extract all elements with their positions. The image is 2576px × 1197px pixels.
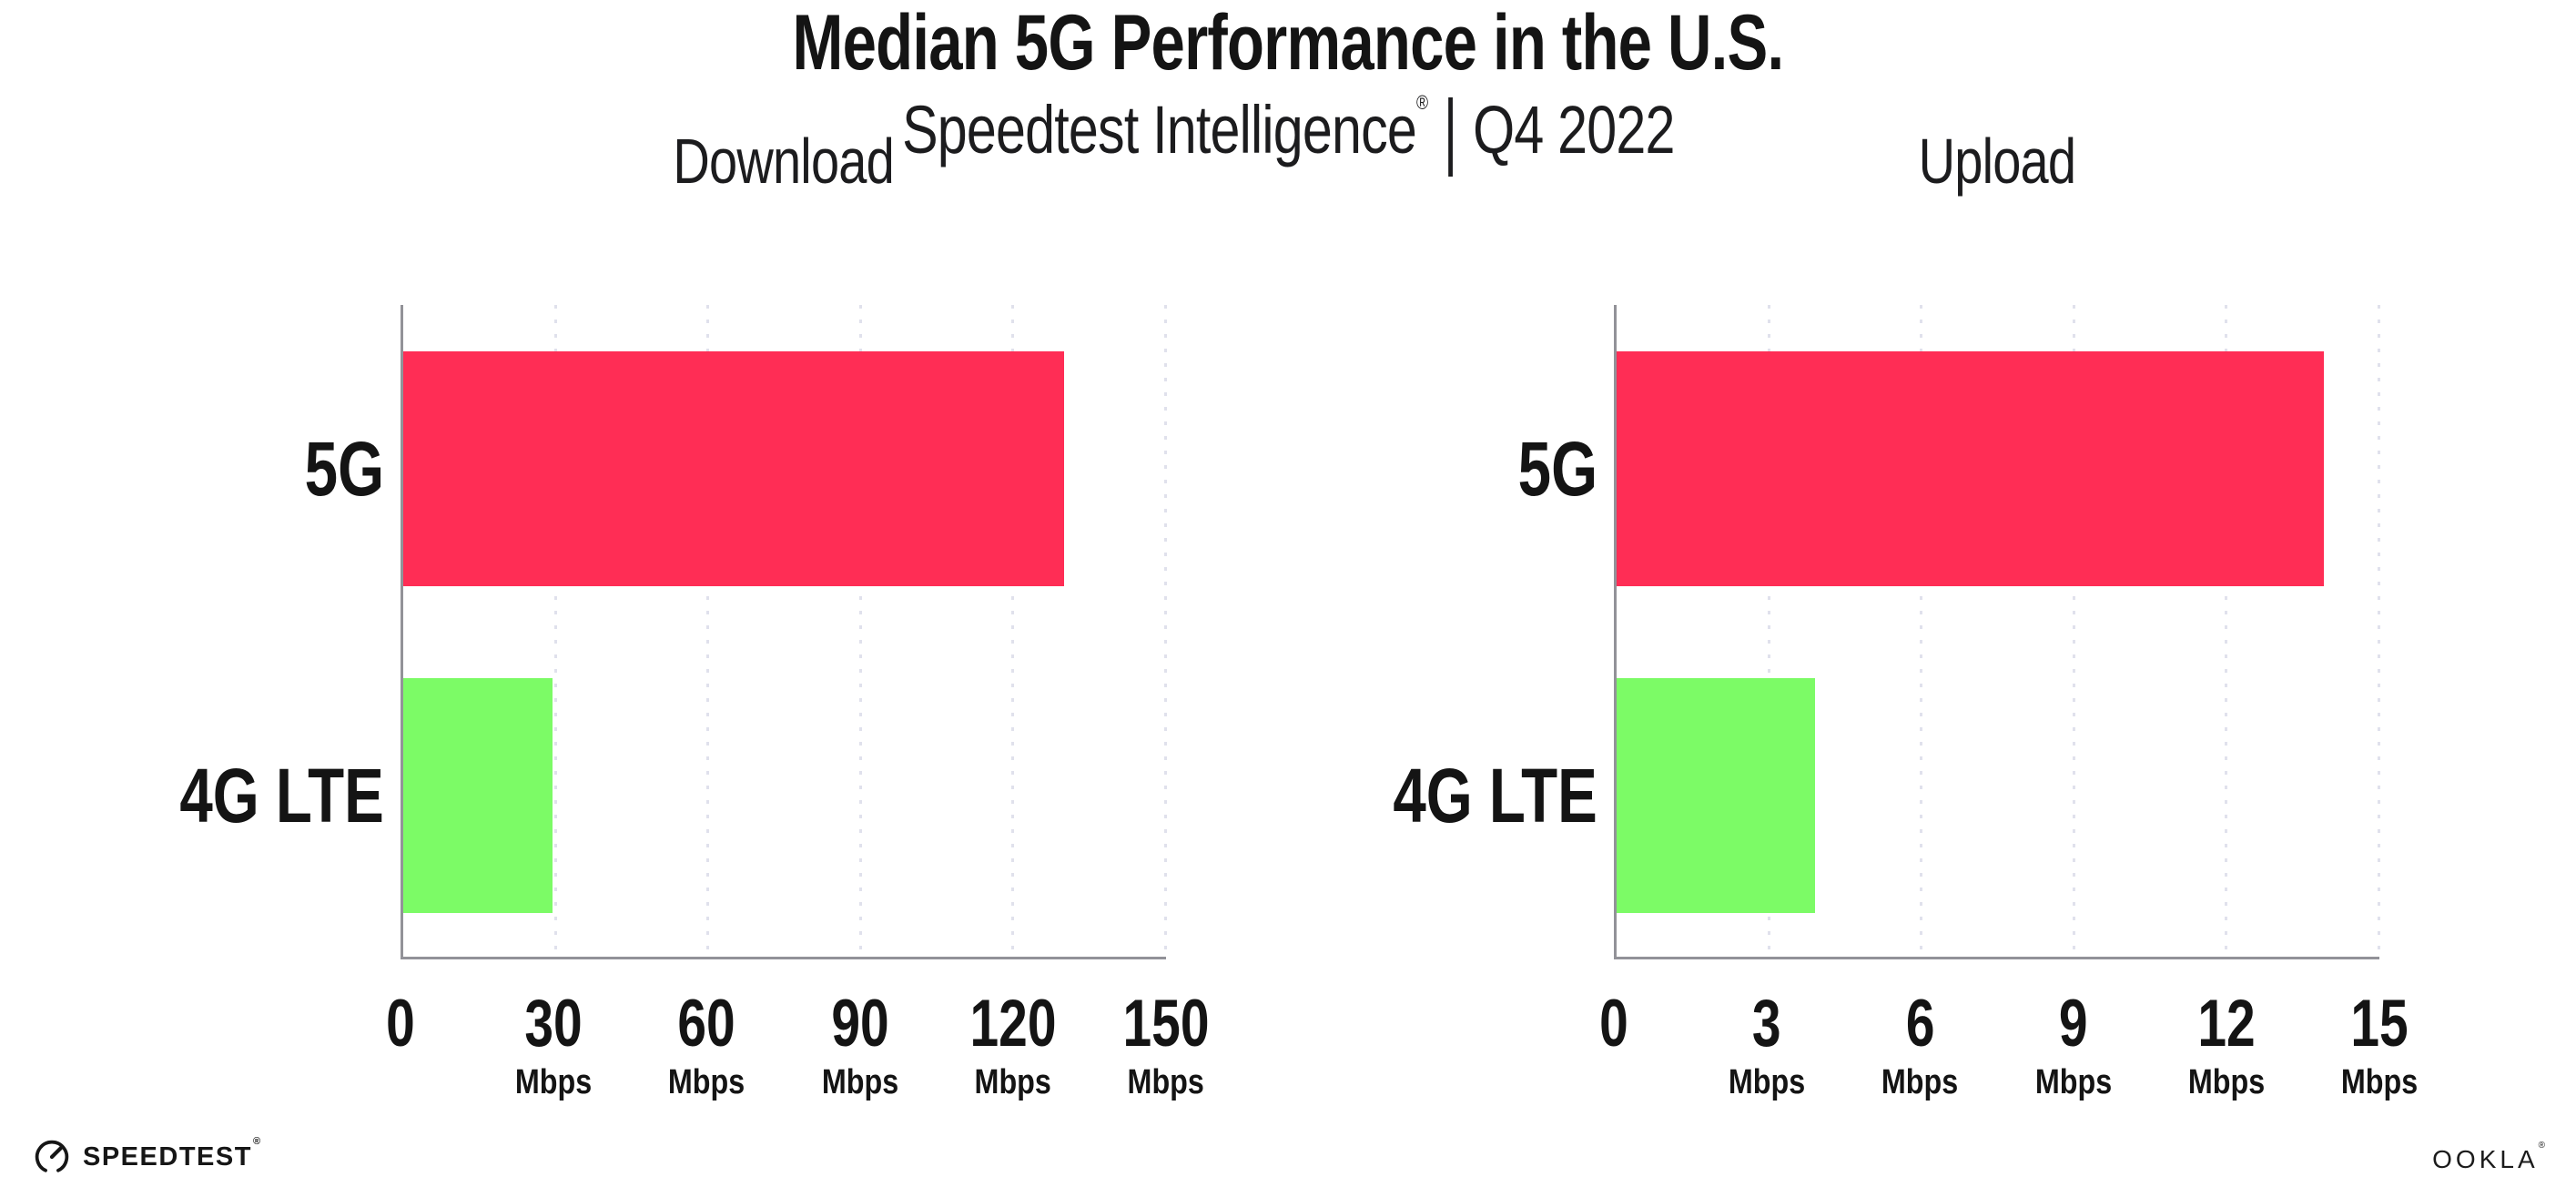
x-tick-150: 150 Mbps bbox=[1111, 959, 1222, 1100]
x-tick-15: 15 Mbps bbox=[2334, 959, 2424, 1100]
gridline-9 bbox=[2072, 305, 2075, 957]
gridline-6 bbox=[1920, 305, 1923, 957]
x-tick-3: 3 Mbps bbox=[1722, 959, 1812, 1100]
speedtest-gauge-icon bbox=[33, 1138, 71, 1176]
gridline-12 bbox=[2225, 305, 2228, 957]
bar-4g-lte bbox=[403, 678, 553, 913]
x-tick-unit: Mbps bbox=[2187, 1063, 2265, 1101]
speedtest-logo: SPEEDTEST® bbox=[33, 1135, 262, 1176]
ookla-logo: OOKLA® bbox=[2432, 1141, 2549, 1173]
x-tick-value: 6 bbox=[1905, 987, 1935, 1060]
x-tick-unit: Mbps bbox=[1729, 1063, 1806, 1101]
x-tick-unit: Mbps bbox=[821, 1063, 898, 1101]
bar-5g bbox=[403, 351, 1065, 586]
upload-x-axis-ticks: 0 3 Mbps 6 Mbps 9 Mbps 12 Mbps 15 Mbps bbox=[1599, 959, 2418, 1141]
x-tick-unit: Mbps bbox=[1127, 1063, 1205, 1101]
gridline-15 bbox=[2378, 305, 2380, 957]
x-tick-value: 15 bbox=[2350, 987, 2409, 1060]
x-tick-0: 0 bbox=[382, 959, 420, 1057]
download-x-axis-ticks: 0 30 Mbps 60 Mbps 90 Mbps 120 Mbps 150 Mbps bbox=[386, 959, 1209, 1141]
x-tick-120: 120 Mbps bbox=[958, 959, 1069, 1100]
x-tick-value: 9 bbox=[2058, 987, 2088, 1060]
x-tick-0: 0 bbox=[1596, 959, 1633, 1057]
x-tick-12: 12 Mbps bbox=[2181, 959, 2271, 1100]
x-tick-unit: Mbps bbox=[668, 1063, 745, 1101]
x-tick-value: 3 bbox=[1752, 987, 1782, 1060]
gridline-120 bbox=[1011, 305, 1015, 957]
ookla-registered-mark: ® bbox=[2538, 1141, 2549, 1151]
x-tick-90: 90 Mbps bbox=[815, 959, 905, 1100]
speedtest-wordmark: SPEEDTEST® bbox=[83, 1135, 262, 1172]
download-category-labels: 5G 4G LTE bbox=[118, 305, 401, 959]
gridline-150 bbox=[1164, 305, 1167, 957]
x-tick-30: 30 Mbps bbox=[509, 959, 599, 1100]
x-tick-unit: Mbps bbox=[2034, 1063, 2112, 1101]
gridline-3 bbox=[1767, 305, 1770, 957]
gridline-60 bbox=[706, 305, 710, 957]
x-tick-unit: Mbps bbox=[2340, 1063, 2419, 1101]
bar-4g-lte bbox=[1617, 678, 1815, 913]
x-tick-value: 60 bbox=[677, 987, 736, 1060]
bar-5g bbox=[1617, 351, 2324, 586]
speedtest-registered-mark: ® bbox=[252, 1135, 262, 1147]
category-label-5g: 5G bbox=[1517, 426, 1597, 512]
category-label-4g-lte: 4G LTE bbox=[1393, 753, 1597, 838]
subtitle-separator: | bbox=[1443, 82, 1457, 178]
x-tick-value: 30 bbox=[524, 987, 583, 1060]
download-chart-title: Download bbox=[673, 126, 894, 197]
x-tick-value: 0 bbox=[386, 987, 415, 1060]
gridline-90 bbox=[858, 305, 862, 957]
page-title: Median 5G Performance in the U.S. bbox=[792, 0, 1785, 86]
category-label-4g-lte: 4G LTE bbox=[179, 753, 384, 838]
subtitle: Speedtest Intelligence® | Q4 2022 bbox=[0, 86, 2576, 174]
gridline-30 bbox=[553, 305, 557, 957]
x-tick-value: 12 bbox=[2197, 987, 2256, 1060]
upload-category-labels: 5G 4G LTE bbox=[1332, 305, 1614, 959]
x-tick-value: 150 bbox=[1122, 987, 1210, 1060]
x-tick-6: 6 Mbps bbox=[1875, 959, 1965, 1100]
upload-chart-title: Upload bbox=[1918, 126, 2075, 197]
x-tick-60: 60 Mbps bbox=[662, 959, 752, 1100]
download-chart: Download 5G 4G LTE 0 30 Mbps 60 Mbps 90 Mbps 120… bbox=[118, 117, 1210, 1141]
subtitle-period: Q4 2022 bbox=[1472, 92, 1675, 167]
subtitle-product: Speedtest Intelligence bbox=[901, 92, 1417, 167]
x-tick-unit: Mbps bbox=[515, 1063, 593, 1101]
ookla-wordmark: OOKLA bbox=[2432, 1145, 2539, 1173]
x-tick-value: 90 bbox=[830, 987, 889, 1060]
x-tick-unit: Mbps bbox=[974, 1063, 1051, 1101]
download-plot-area bbox=[401, 305, 1167, 959]
x-tick-value: 120 bbox=[969, 987, 1057, 1060]
category-label-5g: 5G bbox=[304, 426, 384, 512]
upload-chart: Upload 5G 4G LTE 0 3 Mbps 6 Mbps 9 Mbps 12 Mbps 15… bbox=[1332, 117, 2419, 1141]
x-tick-9: 9 Mbps bbox=[2028, 959, 2118, 1100]
x-tick-unit: Mbps bbox=[1881, 1063, 1959, 1101]
upload-plot-area bbox=[1614, 305, 2380, 959]
registered-trademark-icon: ® bbox=[1415, 90, 1428, 114]
x-tick-value: 0 bbox=[1599, 987, 1628, 1060]
